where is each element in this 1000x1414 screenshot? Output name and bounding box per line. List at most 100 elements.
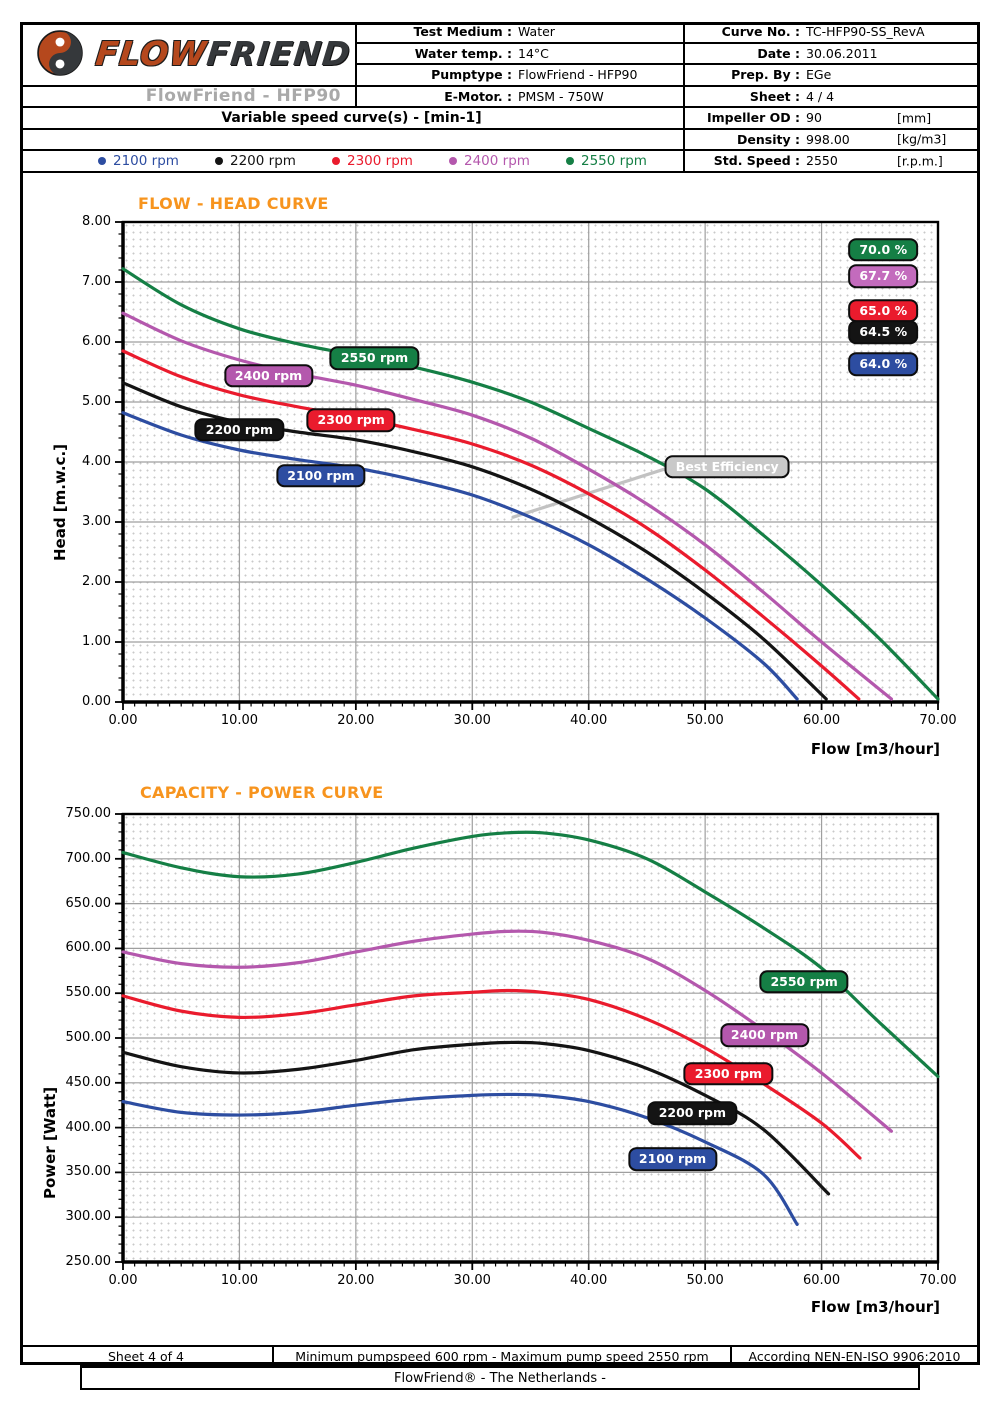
chart2-x-axis-title: Flow [m3/hour] [810, 1298, 940, 1316]
yin-yang-logo-icon [37, 30, 83, 76]
chart2-y-tick-label: 500.00 [65, 1030, 112, 1045]
info-row-water-temp: Water temp. : 14°C [357, 43, 685, 65]
info-row-test-medium: Test Medium : Water [357, 22, 685, 44]
info-row-impeller-od: Impeller OD : 90 [mm] [685, 108, 980, 130]
chart2-x-tick-label: 10.00 [220, 1273, 259, 1288]
chart2-y-tick-label: 350.00 [65, 1164, 112, 1180]
legend-row: 2100 rpm 2200 rpm 2300 rpm 2400 rpm 2550… [20, 151, 685, 173]
info-unit: [r.p.m.] [897, 153, 943, 169]
legend-label: 2100 rpm [113, 152, 179, 169]
chart2-y-tick-label: 700.00 [65, 850, 112, 866]
info-value: 14°C [518, 45, 549, 61]
chart1-y-axis-title: Head [m.w.c.] [51, 443, 69, 561]
chart2-x-tick-label: 40.00 [570, 1273, 608, 1288]
chart2-x-tick-label: 0.00 [108, 1273, 138, 1288]
info-value: 2550 [806, 153, 838, 169]
info-label: Std. Speed : [713, 153, 800, 169]
chart1-x-tick-label: 30.00 [453, 713, 491, 728]
chart1-y-tick-label: 4.00 [82, 454, 111, 469]
info-row-e-motor: E-Motor. : PMSM - 750W [357, 86, 685, 108]
info-row-prep-by: Prep. By : EGe [685, 65, 980, 87]
legend-dot-icon [215, 156, 223, 165]
efficiency-badge: 70.0 % [848, 237, 919, 262]
variable-speed-title: Variable speed curve(s) - [min-1] [221, 109, 482, 126]
chart2-y-tick-label: 300.00 [65, 1209, 112, 1225]
chart1-y-tick-label: 8.00 [82, 214, 111, 229]
chart2-title: CAPACITY - POWER CURVE [140, 783, 384, 802]
chart2-y-tick-label: 400.00 [65, 1119, 112, 1135]
legend-item-2400rpm: 2400 rpm [449, 153, 566, 169]
logo-text-friend: FRIEND [204, 33, 353, 73]
info-label: Test Medium : [413, 24, 512, 40]
info-value: TC-HFP90-SS_RevA [806, 24, 925, 40]
info-unit: [mm] [897, 110, 932, 126]
info-value: FlowFriend - HFP90 [518, 67, 638, 83]
info-row-sheet: Sheet : 4 / 4 [685, 87, 980, 108]
chart2-x-tick-label: 60.00 [802, 1273, 841, 1288]
chart1-y-tick-label: 5.00 [82, 394, 111, 409]
info-row-date: Date : 30.06.2011 [685, 44, 980, 65]
footer-sheet: Sheet 4 of 4 [107, 1348, 184, 1364]
chart1-x-tick-label: 50.00 [686, 713, 724, 728]
variable-speed-row: Variable speed curve(s) - [min-1] [20, 108, 685, 130]
info-row-curve-no: Curve No. : TC-HFP90-SS_RevA [685, 22, 980, 44]
curve-label-badge: 2100 rpm [276, 463, 366, 488]
chart2-y-tick-label: 550.00 [65, 985, 112, 1001]
efficiency-badge: 67.7 % [848, 264, 919, 288]
speed-legend: 2100 rpm 2200 rpm 2300 rpm 2400 rpm 2550… [20, 151, 683, 171]
curve-label-badge: 2400 rpm [223, 363, 314, 388]
info-label: E-Motor. : [444, 88, 512, 104]
legend-dot-icon [98, 156, 106, 165]
chart1-y-tick-label: 0.00 [82, 694, 111, 709]
chart2-y-tick-label: 250.00 [65, 1254, 112, 1269]
info-row-pumptype: Pumptype : FlowFriend - HFP90 [357, 65, 685, 87]
info-row-density: Density : 998.00 [kg/m3] [685, 130, 980, 151]
chart2-plot-area [123, 814, 938, 1262]
chart2-y-tick-label: 450.00 [65, 1074, 112, 1090]
legend-item-2200rpm: 2200 rpm [215, 153, 332, 169]
logo-text-flow: FLOW [93, 33, 209, 73]
brand-subtitle: FlowFriend - HFP90 [145, 86, 341, 107]
chart2-x-tick-label: 70.00 [919, 1273, 957, 1288]
footer-row: Sheet 4 of 4 Minimum pumpspeed 600 rpm -… [20, 1345, 980, 1365]
info-label: Impeller OD : [706, 110, 800, 126]
chart1-x-tick-label: 10.00 [220, 713, 259, 728]
legend-dot-icon [566, 156, 574, 165]
info-label: Density : [737, 131, 800, 147]
chart1-x-tick-label: 40.00 [570, 713, 608, 728]
info-label: Date : [757, 45, 800, 61]
chart1-x-tick-label: 60.00 [802, 713, 841, 728]
chart1-x-tick-label: 0.00 [108, 713, 138, 728]
chart1-x-axis-title: Flow [m3/hour] [810, 740, 940, 758]
info-value: 998.00 [806, 131, 850, 147]
curve-label-badge: 2550 rpm [329, 346, 420, 370]
info-value: 4 / 4 [806, 88, 835, 104]
curve-label-badge: 2100 rpm [627, 1147, 718, 1171]
curve-label-badge: 2550 rpm [759, 969, 849, 994]
curve-label-badge: 2300 rpm [306, 408, 396, 432]
page-frame [20, 22, 980, 1365]
legend-label: 2550 rpm [581, 152, 647, 169]
chart1-y-tick-label: 7.00 [82, 274, 111, 289]
chart1-y-tick-label: 1.00 [82, 634, 111, 649]
footer-speed-range: Minimum pumpspeed 600 rpm - Maximum pump… [272, 1347, 730, 1365]
chart1-y-tick-label: 6.00 [82, 334, 111, 349]
legend-dot-icon [449, 156, 457, 165]
info-value: EGe [806, 67, 832, 83]
legend-label: 2400 rpm [464, 152, 530, 169]
logo-cell: FLOWFRIEND [20, 22, 357, 87]
spacer-row [20, 129, 685, 151]
efficiency-badge: 64.0 % [848, 352, 919, 376]
legend-label: 2300 rpm [347, 152, 413, 169]
curve-label-badge: 2200 rpm [194, 417, 285, 442]
best-efficiency-badge: Best Efficiency [664, 454, 790, 479]
chart2-y-tick-label: 600.00 [65, 940, 112, 956]
legend-item-2100rpm: 2100 rpm [98, 153, 215, 169]
info-value: Water [518, 24, 555, 40]
chart1-y-tick-label: 3.00 [82, 514, 111, 529]
brand-subtitle-cell: FlowFriend - HFP90 [20, 86, 357, 108]
info-value: 90 [806, 110, 822, 126]
info-label: Sheet : [749, 88, 800, 104]
info-label: Water temp. : [414, 45, 512, 61]
